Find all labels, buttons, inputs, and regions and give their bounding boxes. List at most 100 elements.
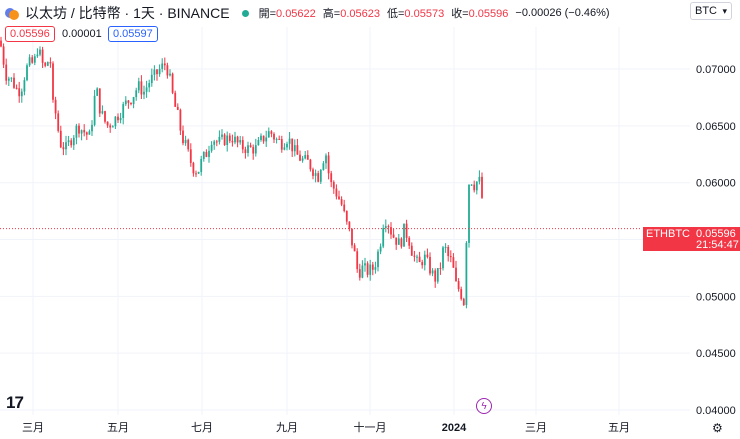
candle-body [247,145,249,153]
candle-body [262,135,265,142]
candle-body [169,73,171,76]
candle-body [96,88,99,96]
candle-body [369,264,372,275]
gear-icon[interactable]: ⚙ [712,421,723,435]
candle-body [413,255,416,257]
candle-body [83,130,86,133]
lightning-icon[interactable]: ϟ [476,398,492,414]
candle-body [36,54,39,57]
y-tick-label: 0.06000 [696,178,736,190]
candle-body [174,92,177,107]
last-price-value: 0.05596 [696,228,736,240]
candle-body [135,90,138,98]
chevron-down-icon: ▾ [722,5,727,16]
candle-body [49,62,52,64]
candle-body [358,269,361,278]
candle-body [33,56,36,63]
candle-body [280,139,283,150]
currency-label: BTC [695,5,717,17]
candle-body [278,138,281,140]
candle-body [241,140,244,150]
candle-body [260,135,262,141]
candle-body [361,265,364,278]
candle-body [304,155,307,159]
candle-body [67,140,70,143]
x-tick-label: 三月 [525,422,547,434]
candle-body [143,91,145,95]
candle-body [254,145,257,154]
currency-selector[interactable]: BTC ▾ [690,2,732,20]
candle-body [273,133,275,140]
candle-body [205,151,208,157]
candle-body [351,228,353,246]
candle-body [332,182,335,189]
candle-body [44,62,47,66]
candle-body [244,149,247,153]
buy-button[interactable]: 0.05597 [108,26,158,42]
candle-body [93,95,96,125]
candle-body [127,100,130,103]
candle-body [319,169,322,182]
candle-body [382,228,385,247]
candle-body [171,73,174,93]
candle-body [465,242,468,305]
candle-body [335,188,338,197]
candle-body [70,140,73,146]
candle-body [322,163,325,170]
candle-body [85,132,88,135]
candle-body [286,143,288,148]
candle-body [377,251,379,268]
candle-body [75,125,78,138]
y-tick-label: 0.07000 [696,64,736,76]
candle-body [252,147,255,154]
candle-body [356,251,359,270]
candle-body [23,80,26,92]
candle-body [228,135,231,141]
x-tick-label: 十一月 [354,420,387,434]
candle-body [423,254,426,266]
candle-body [208,150,210,157]
candle-body [478,176,481,182]
candle-body [176,106,179,110]
candle-body [239,140,242,143]
candle-body [161,63,164,69]
candle-body [439,268,442,270]
candle-body [416,256,418,258]
candle-body [265,137,268,142]
candle-body [20,91,23,97]
candle-body [473,184,476,191]
candle-body [13,77,15,88]
candle-body [330,173,333,183]
candle-body [28,57,31,66]
candle-body [475,181,478,191]
symbol-title[interactable]: 以太坊 / 比特幣 · 1天 · BINANCE [25,5,230,21]
candle-body [150,74,153,84]
candle-body [158,68,161,75]
candle-body [442,247,444,269]
candle-body [299,154,301,161]
tradingview-logo[interactable]: 17 [6,393,24,412]
sell-button[interactable]: 0.05596 [5,26,55,42]
candle-body [400,238,403,247]
candle-body [54,99,57,114]
candle-body [187,139,190,150]
x-tick-label: 五月 [107,422,129,434]
candle-body [397,238,400,245]
candle-body [226,135,229,145]
x-tick-label: 五月 [608,422,630,434]
candle-body [460,289,463,299]
candle-body [109,125,112,128]
candle-body [392,234,395,238]
candle-body [41,49,44,63]
x-tick-label: 九月 [276,421,298,434]
candle-body [166,65,169,76]
candle-body [283,147,286,150]
candle-body [2,46,5,65]
high-value: 高=0.05623 [322,8,380,20]
candle-body [421,262,424,266]
y-tick-label: 0.04500 [696,348,736,360]
candle-body [288,138,291,144]
candle-body [275,138,278,140]
candle-body [184,139,187,144]
